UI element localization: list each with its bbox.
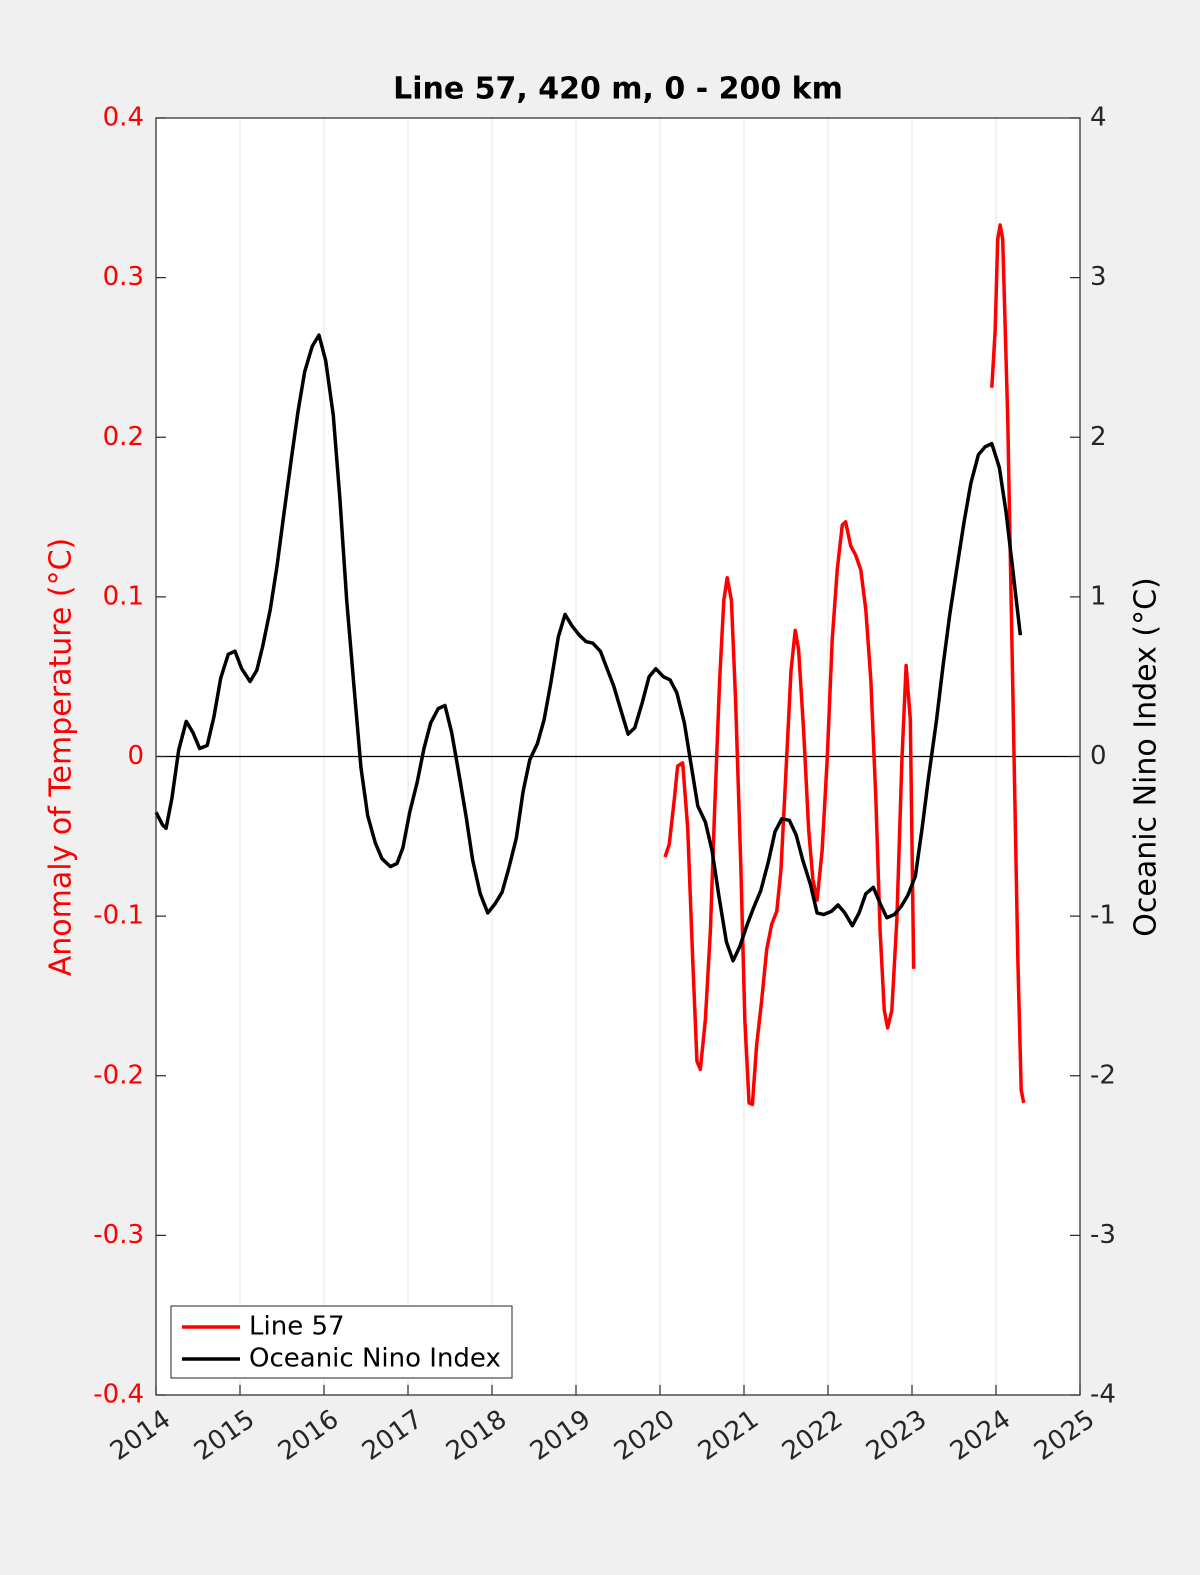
- y-tick-label: 0.1: [103, 581, 144, 611]
- y-tick-label: 0: [127, 741, 144, 771]
- y2-tick-label: 4: [1090, 103, 1107, 133]
- y-tick-label: 0.2: [103, 422, 144, 452]
- y2-tick-label: 3: [1090, 262, 1107, 292]
- y-tick-label: -0.3: [93, 1220, 144, 1250]
- x-tick-label: 2020: [609, 1404, 680, 1467]
- x-tick-label: 2021: [693, 1404, 764, 1467]
- legend-box: [170, 1305, 513, 1379]
- x-tick-label: 2022: [777, 1404, 848, 1467]
- y-axis-label: Anomaly of Temperature (°C): [44, 538, 79, 977]
- legend-label: Oceanic Nino Index: [249, 1344, 501, 1374]
- y2-tick-label: -1: [1090, 901, 1116, 931]
- y-tick-label: 0.4: [103, 103, 144, 133]
- x-tick-label: 2025: [1029, 1404, 1100, 1467]
- x-tick-label: 2015: [189, 1404, 260, 1467]
- x-tick-label: 2023: [861, 1404, 932, 1467]
- x-tick-label: 2024: [945, 1404, 1016, 1467]
- x-tick-label: 2017: [357, 1404, 428, 1467]
- y2-tick-label: 2: [1090, 422, 1107, 452]
- y-tick-label: 0.3: [103, 262, 144, 292]
- lines: [154, 223, 1026, 1107]
- y2-tick-label: 1: [1090, 581, 1107, 611]
- y2-tick-label: -4: [1090, 1380, 1116, 1410]
- series-line: [154, 333, 1023, 963]
- y-tick-label: -0.1: [93, 901, 144, 931]
- x-tick-label: 2014: [105, 1404, 176, 1467]
- y-tick-label: -0.4: [93, 1380, 144, 1410]
- x-tick-label: 2018: [441, 1404, 512, 1467]
- y2-tick-label: 0: [1090, 741, 1107, 771]
- y2-axis-label: Oceanic Nino Index (°C): [1129, 577, 1164, 937]
- x-tick-label: 2019: [525, 1404, 596, 1467]
- chart-title: Line 57, 420 m, 0 - 200 km: [393, 72, 843, 107]
- legend-label: Line 57: [249, 1312, 345, 1342]
- series-line: [663, 223, 1026, 1107]
- y2-tick-label: -3: [1090, 1220, 1116, 1250]
- y2-tick-label: -2: [1090, 1060, 1116, 1090]
- x-tick-label: 2016: [273, 1404, 344, 1467]
- y-tick-label: -0.2: [93, 1060, 144, 1090]
